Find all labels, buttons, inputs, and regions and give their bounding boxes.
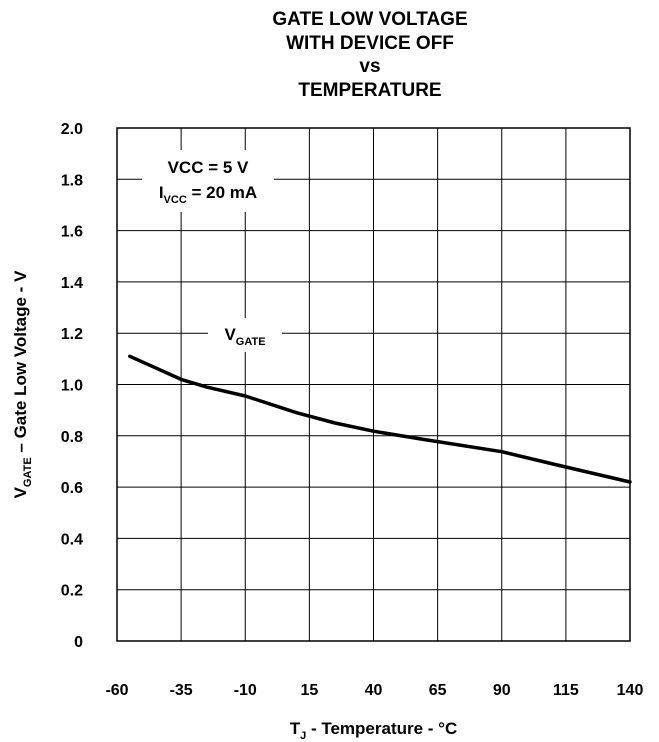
grid-lines [116,127,631,642]
series-label-background [208,318,282,352]
y-tick-label: 1.4 [61,275,83,292]
y-axis-label: VGATE – Gate Low Voltage - V [11,270,34,498]
x-tick-label: 115 [553,682,579,699]
x-axis-label: TJ - Temperature - °C [290,719,458,742]
x-tick-label: 140 [617,682,644,699]
y-tick-label: 1.6 [61,224,83,241]
x-tick-label: -35 [170,682,193,699]
y-axis-label-rest: – Gate Low Voltage - V [11,270,30,457]
x-tick-label: -60 [105,682,128,699]
chart-title: GATE LOW VOLTAGE WITH DEVICE OFF vs TEMP… [200,8,540,102]
chart-title-line-3: vs [359,56,381,77]
x-axis-label-rest: - Temperature - °C [306,719,457,738]
y-tick-label: 1.0 [61,378,83,395]
y-tick-label: 1.8 [61,172,83,189]
annotation-vcc: VCC = 5 V [168,158,249,177]
y-tick-label: 0.6 [61,480,83,497]
series-label-vgate: VGATE [224,325,265,348]
y-tick-label: 1.2 [61,326,83,343]
y-tick-label: 0 [74,634,83,651]
x-tick-label: 40 [365,682,383,699]
series-label-sub: GATE [236,336,266,348]
plot-frame [116,127,631,642]
chart-title-line-4: TEMPERATURE [298,79,442,101]
x-tick-label: 65 [429,682,447,699]
series-line-vgate [128,354,632,484]
chart-title-line-1: GATE LOW VOLTAGE [272,9,468,30]
x-tick-label: 15 [300,682,318,699]
x-tick-label: 90 [493,682,511,699]
x-tick-labels: -60 -35 -10 15 40 65 90 115 140 [105,682,643,699]
x-axis-label-main: T [290,719,301,738]
x-axis-label-sub: J [300,730,306,742]
series-label-main: V [224,325,236,344]
annotation-ivcc: IVCC = 20 mA [159,183,257,206]
y-tick-label: 2.0 [61,121,83,138]
annotation-ivcc-main: I [159,183,164,202]
y-axis-label-main: V [11,486,30,498]
y-tick-labels: 0 0.2 0.4 0.6 0.8 1.0 1.2 1.4 1.6 1.8 2.0 [61,121,83,651]
chart-title-line-2: WITH DEVICE OFF [286,32,454,54]
y-axis-label-sub: GATE [22,457,34,487]
y-tick-label: 0.8 [61,429,83,446]
y-tick-label: 0.2 [61,583,83,600]
y-tick-label: 0.4 [61,531,83,548]
x-tick-label: -10 [234,682,257,699]
annotation-ivcc-sub: VCC [164,194,187,206]
annotation-ivcc-rest: = 20 mA [187,183,257,202]
annotation-background [142,150,274,212]
